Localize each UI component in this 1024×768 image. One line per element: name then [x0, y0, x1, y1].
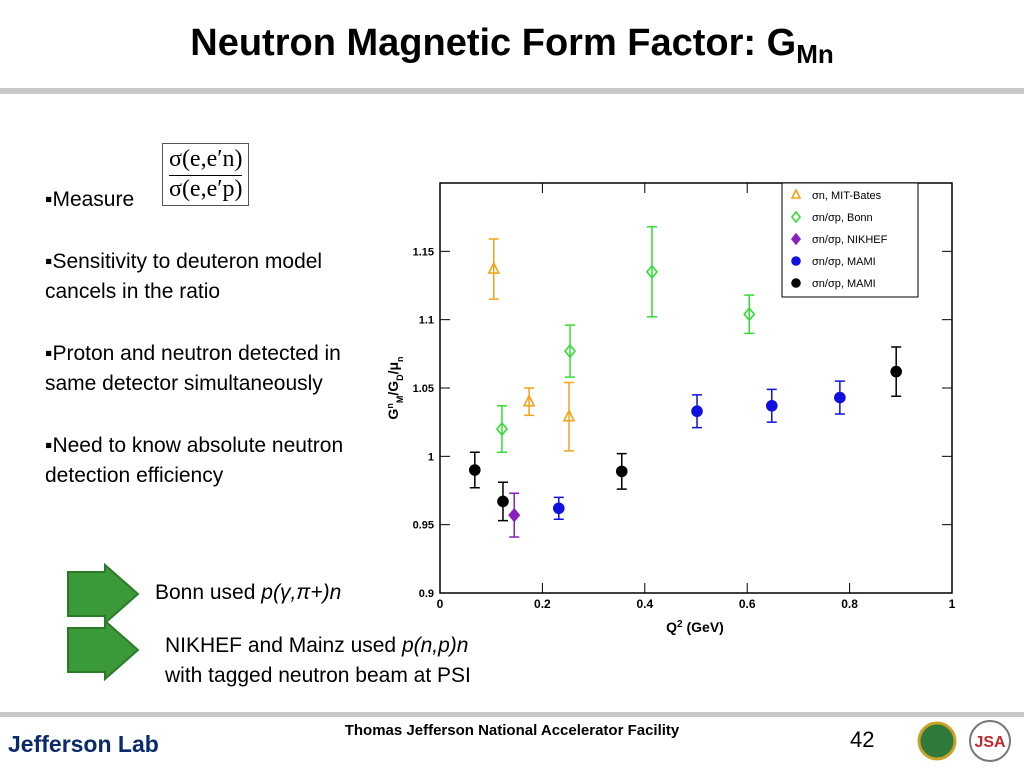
- title-rule: [0, 88, 1024, 94]
- bullet-list: ▪Measure ▪Sensitivity to deuteron model …: [45, 185, 350, 523]
- note: NIKHEF and Mainz used p(n,p)n with tagged…: [165, 631, 471, 691]
- y-tick-label: 1.15: [413, 246, 434, 258]
- error-bar: [488, 238, 499, 300]
- y-axis-label: GnM/GD/μn: [385, 356, 405, 419]
- point: [552, 502, 565, 515]
- error-bar: [565, 324, 576, 378]
- legend-marker: [790, 188, 802, 199]
- y-tick-label: 1: [428, 451, 434, 463]
- y-axis-label-part: /G: [385, 381, 401, 396]
- legend-marker: [791, 278, 801, 288]
- note-emphasis: p(n,p)n: [401, 634, 469, 657]
- point: [765, 399, 778, 412]
- title-subscript: Mn: [796, 39, 834, 69]
- legend-label: σn, MIT-Bates: [812, 190, 882, 202]
- y-tick-label: 0.95: [413, 520, 434, 532]
- arrow: [67, 562, 140, 626]
- page-number: 42: [850, 727, 875, 752]
- point: [691, 405, 703, 418]
- title-text: Neutron Magnetic Form Factor: G: [190, 22, 797, 64]
- y-tick-label: 0.9: [419, 588, 434, 600]
- x-tick-label: 0.6: [739, 597, 756, 611]
- point: [522, 393, 536, 407]
- x-tick-label: 0.2: [534, 597, 551, 611]
- legend-label: σn/σp, MAMI: [812, 278, 876, 290]
- y-axis-label-part: D: [395, 374, 405, 381]
- bullet: ▪Need to know absolute neutron detection…: [45, 434, 344, 487]
- x-axis-label-part: (GeV): [683, 619, 724, 635]
- legend-marker: [790, 232, 802, 246]
- x-tick-label: 0.8: [841, 597, 858, 611]
- error-bar: [524, 387, 535, 417]
- logo-seal: [917, 721, 957, 761]
- legend-marker: [791, 256, 801, 266]
- y-axis-label-part: /μ: [385, 362, 401, 374]
- legend-marker: [790, 210, 802, 224]
- bullet: ▪Measure: [45, 188, 135, 211]
- error-bar: [744, 294, 755, 335]
- error-bar: [496, 405, 507, 453]
- x-tick-label: 0.4: [636, 597, 653, 611]
- point: [469, 464, 481, 476]
- footer-logo: Jefferson Lab: [8, 731, 159, 757]
- error-bar: [564, 381, 575, 452]
- x-axis-label-part: 2: [677, 619, 683, 630]
- legend-box: [781, 182, 919, 298]
- note-text: NIKHEF and Mainz used: [165, 634, 402, 657]
- footer-rule: [0, 712, 1024, 717]
- formula-denominator: σ(e,e′p): [169, 176, 243, 202]
- point: [890, 365, 902, 378]
- point: [562, 408, 576, 422]
- point: [497, 495, 509, 508]
- bullet: ▪Proton and neutron detected in same det…: [45, 342, 341, 395]
- bullet: ▪Sensitivity to deuteron model cancels i…: [45, 250, 323, 303]
- x-axis-label: Q2 (GeV): [666, 619, 724, 636]
- arrow: [67, 618, 140, 682]
- footer-logos: JSA: [917, 720, 1011, 762]
- note: Bonn used p(γ,π+)n: [155, 578, 341, 608]
- x-axis-label-part: Q: [666, 619, 677, 635]
- note-text: with tagged neutron beam at PSI: [165, 664, 471, 687]
- error-bar: [646, 225, 657, 318]
- slide-title: Neutron Magnetic Form Factor: GMn: [0, 22, 1024, 70]
- y-tick-label: 1.05: [413, 383, 434, 395]
- legend-label: σn/σp, MAMI: [812, 256, 876, 268]
- note-text: Bonn used: [155, 581, 262, 604]
- formula: σ(e,e′n) σ(e,e′p): [162, 143, 250, 206]
- footer-text: Thomas Jefferson National Accelerator Fa…: [344, 722, 680, 739]
- point: [743, 306, 756, 322]
- chart: 0 0.2 0.4 0.6 0.8 1 0.9 0.95 1 1.05 1.1 1.15 Q2 (GeV…: [385, 182, 956, 636]
- point: [487, 261, 501, 274]
- point: [508, 507, 521, 523]
- legend-label: σn/σp, NIKHEF: [812, 234, 888, 246]
- x-tick-label: 0: [437, 597, 444, 611]
- formula-numerator: σ(e,e′n): [169, 146, 243, 176]
- legend-label: σn/σp, Bonn: [812, 212, 873, 224]
- logo-jsa-mark: JSA: [974, 734, 1006, 751]
- logo-jsa: [969, 720, 1011, 762]
- y-tick-label: 1.1: [419, 315, 434, 327]
- x-tick-label: 1: [949, 597, 956, 611]
- y-axis-label-part: G: [385, 409, 401, 420]
- point: [645, 264, 659, 280]
- y-axis-label-part: M: [395, 396, 405, 404]
- point: [834, 391, 846, 404]
- point: [564, 343, 577, 359]
- note-emphasis: p(γ,π+)n: [261, 581, 342, 604]
- y-axis-label-part: n: [395, 356, 405, 362]
- y-axis-label-part: n: [385, 403, 395, 409]
- point: [615, 465, 628, 478]
- point: [495, 421, 508, 437]
